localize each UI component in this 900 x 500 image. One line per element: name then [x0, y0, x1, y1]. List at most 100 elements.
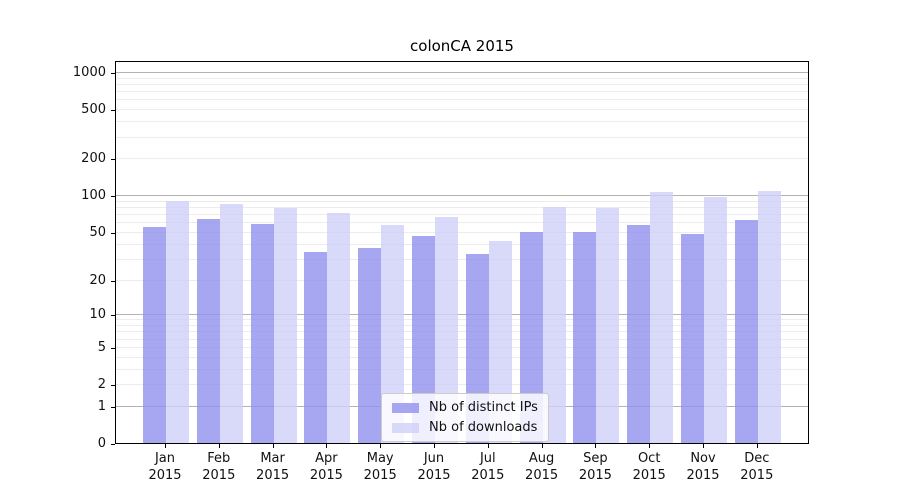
grid-line-major	[116, 195, 808, 197]
x-tick-year: 2015	[148, 468, 182, 483]
bar-distinct-ips-jan	[143, 226, 166, 443]
bar-distinct-ips-oct	[627, 225, 651, 443]
y-tick	[111, 444, 115, 445]
grid-line-minor	[116, 346, 808, 348]
x-tick-label: May 2015	[350, 450, 410, 484]
x-tick-label: Jan 2015	[135, 450, 195, 484]
x-tick-month: May	[366, 451, 394, 466]
grid-line-major	[116, 314, 808, 316]
y-tick-label: 200	[81, 151, 106, 167]
legend-row: Nb of downloads	[392, 420, 538, 435]
y-tick-label: 20	[89, 272, 106, 288]
x-tick-label: Mar 2015	[243, 450, 303, 484]
x-tick	[272, 444, 274, 448]
y-tick	[111, 315, 115, 317]
x-tick-label: Sep 2015	[565, 450, 625, 484]
bar-distinct-ips-mar	[250, 224, 274, 443]
x-tick-label: Oct 2015	[619, 450, 679, 484]
x-tick-month: Feb	[207, 451, 231, 466]
grid-line-minor	[116, 77, 808, 79]
x-tick	[756, 444, 758, 448]
x-tick-year: 2015	[578, 468, 612, 483]
x-tick-year: 2015	[471, 468, 505, 483]
x-tick-label: Dec 2015	[727, 450, 787, 484]
y-tick	[111, 385, 115, 386]
bar-downloads-may	[381, 225, 405, 443]
y-tick	[111, 280, 115, 282]
bar-distinct-ips-may	[358, 247, 382, 443]
x-tick-month: Mar	[260, 451, 285, 466]
x-tick-year: 2015	[202, 468, 236, 483]
x-tick-month: Sep	[583, 451, 608, 466]
bar-downloads-apr	[327, 213, 351, 443]
grid-line-minor	[116, 356, 808, 358]
legend-swatch	[392, 402, 419, 413]
bar-distinct-ips-aug	[519, 231, 543, 443]
x-tick	[595, 444, 597, 448]
x-tick-month: Apr	[315, 451, 338, 466]
grid-line-minor	[116, 200, 808, 202]
x-tick-label: Aug 2015	[512, 450, 572, 484]
bar-downloads-mar	[273, 208, 297, 443]
y-tick-label: 0	[97, 436, 106, 451]
grid-line-minor	[116, 214, 808, 216]
bar-downloads-oct	[650, 191, 674, 443]
x-tick	[380, 444, 382, 448]
x-tick-year: 2015	[632, 468, 666, 483]
grid-line-minor	[116, 121, 808, 123]
x-tick-year: 2015	[309, 468, 343, 483]
bar-distinct-ips-sep	[573, 231, 597, 443]
legend-row: Nb of distinct IPs	[392, 400, 538, 415]
bar-downloads-nov	[704, 196, 727, 443]
x-tick-month: Jun	[423, 451, 445, 466]
y-tick-label: 5	[97, 339, 106, 355]
x-tick	[434, 444, 435, 448]
x-tick-label: Apr 2015	[296, 450, 356, 484]
x-tick	[649, 444, 651, 448]
grid-line-minor	[116, 279, 808, 281]
chart-title: colonCA 2015	[410, 37, 514, 55]
bar-downloads-sep	[596, 208, 620, 443]
bar-distinct-ips-dec	[734, 219, 758, 443]
y-tick-label: 100	[81, 188, 106, 204]
bar-distinct-ips-feb	[196, 218, 220, 443]
x-tick-year: 2015	[740, 468, 774, 483]
bar-downloads-jun	[435, 217, 458, 443]
y-tick	[111, 406, 115, 408]
grid-line-minor	[116, 83, 808, 85]
grid-line-major	[116, 72, 808, 73]
legend: Nb of distinct IPs Nb of downloads	[381, 393, 549, 442]
bar-downloads-jul	[488, 241, 512, 443]
legend-label: Nb of distinct IPs	[429, 400, 538, 415]
bar-distinct-ips-apr	[304, 252, 328, 443]
grid-line-minor	[116, 243, 808, 245]
y-tick-label: 10	[89, 307, 106, 323]
grid-line-minor	[116, 368, 808, 370]
grid-line-minor	[116, 319, 808, 321]
y-tick-label: 50	[89, 224, 106, 240]
x-tick-month: Oct	[637, 451, 661, 466]
x-tick-year: 2015	[363, 468, 397, 483]
y-tick	[111, 73, 115, 74]
bar-downloads-dec	[757, 191, 781, 443]
grid-line-minor	[116, 331, 808, 333]
x-tick-year: 2015	[417, 468, 451, 483]
x-tick-year: 2015	[256, 468, 290, 483]
grid-line-minor	[116, 91, 808, 93]
grid-line-minor	[116, 222, 808, 224]
y-tick	[111, 347, 115, 349]
plot-area: Nb of distinct IPs Nb of downloads	[115, 61, 809, 444]
y-tick	[111, 159, 115, 161]
x-tick	[541, 444, 543, 448]
grid-line-minor	[116, 384, 808, 386]
x-tick-label: Jun 2015	[404, 450, 464, 484]
x-tick-year: 2015	[686, 468, 720, 483]
y-tick	[111, 196, 115, 198]
x-tick	[218, 444, 220, 448]
x-tick-label: Jul 2015	[458, 450, 518, 484]
x-tick-month: Jan	[154, 451, 176, 466]
y-tick-label: 1000	[72, 65, 106, 80]
y-tick-label: 1	[97, 398, 106, 414]
grid-line-minor	[116, 325, 808, 327]
